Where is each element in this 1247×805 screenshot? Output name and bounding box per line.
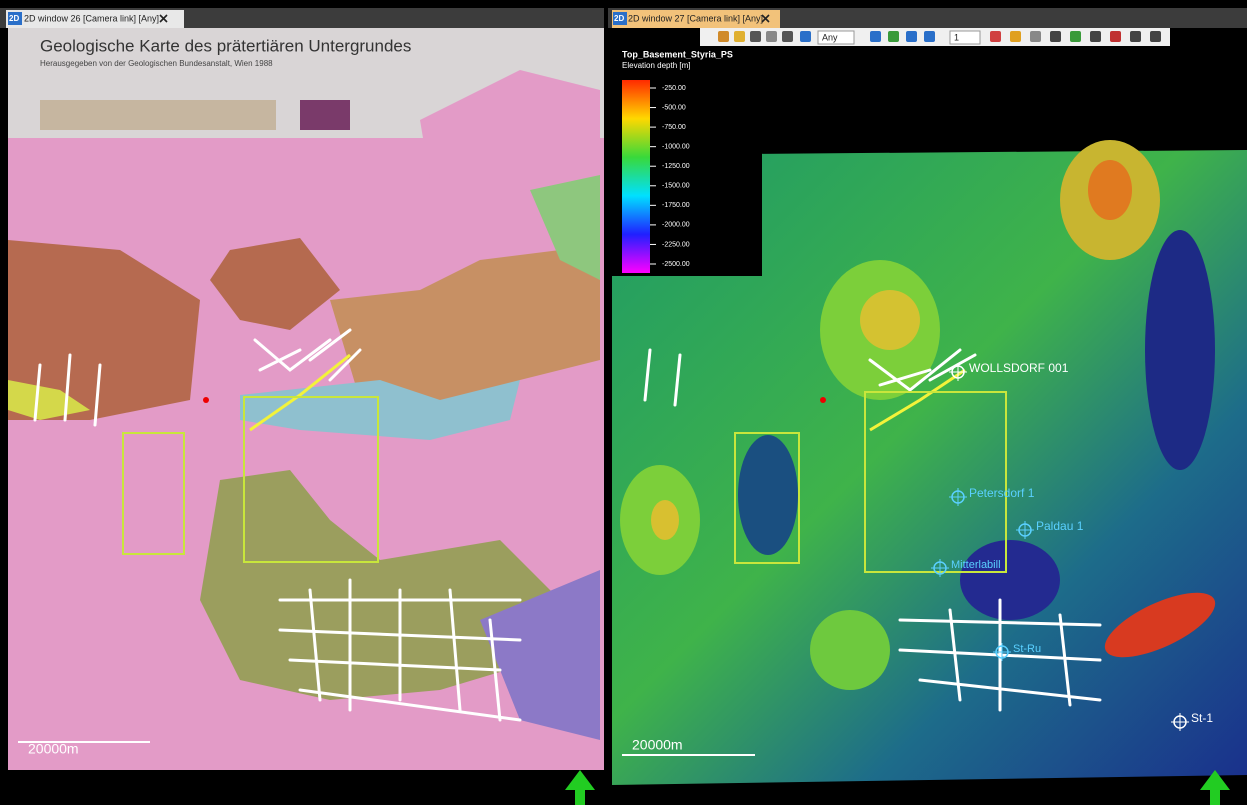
toolbar-icons	[718, 31, 1161, 42]
right-window: 2D 2D window 27 [Camera link] [Any] Any …	[608, 0, 1247, 805]
toolbar-button[interactable]	[1130, 31, 1141, 42]
well-cross	[949, 488, 967, 506]
toolbar-button[interactable]	[906, 31, 917, 42]
tab-close[interactable]	[761, 14, 770, 23]
legend-label: -2250.00	[662, 241, 690, 248]
toolbar-button[interactable]	[1050, 31, 1061, 42]
toolbar-button[interactable]	[800, 31, 811, 42]
toolbar-button[interactable]	[1070, 31, 1081, 42]
well-label[interactable]: Paldau 1	[1036, 519, 1084, 533]
toolbar-button[interactable]	[734, 31, 745, 42]
depth-blobs	[620, 140, 1216, 690]
toolbar-button[interactable]	[924, 31, 935, 42]
legend-label: -250.00	[662, 85, 686, 92]
marker	[820, 397, 826, 403]
tab[interactable]	[6, 10, 184, 28]
toolbar-button[interactable]	[870, 31, 881, 42]
toolbar-button[interactable]	[1110, 31, 1121, 42]
legend-title: Top_Basement_Styria_PS	[622, 49, 733, 59]
tab-title: 2D window 27 [Camera link] [Any]	[628, 13, 763, 23]
well-label[interactable]: St-1	[1191, 711, 1213, 725]
toolbar-button[interactable]	[1030, 31, 1041, 42]
well-cross	[1171, 713, 1189, 731]
fault-line	[249, 353, 351, 432]
filter-value: Any	[822, 32, 838, 42]
legend-label: -2500.00	[662, 261, 690, 268]
north-arrow	[1200, 770, 1230, 805]
toolbar-button[interactable]	[718, 31, 729, 42]
zoom-combo[interactable]	[949, 30, 981, 45]
legend-label: -2000.00	[662, 222, 690, 229]
toolbar-button[interactable]	[766, 31, 777, 42]
toolbar-button[interactable]	[1090, 31, 1101, 42]
tab-title: 2D window 26 [Camera link] [Any]	[24, 13, 159, 23]
tab-icon: 2D	[9, 14, 19, 23]
well-label[interactable]: Mitterlabill	[951, 559, 1001, 571]
zoom-value: 1	[954, 32, 959, 42]
tab[interactable]	[612, 10, 780, 28]
marker	[203, 397, 209, 403]
north-arrow	[565, 770, 595, 805]
scale-label: 20000m	[632, 737, 683, 753]
area-box	[734, 432, 800, 564]
white-lines	[643, 348, 1102, 712]
well-label[interactable]: St-Ru	[1013, 643, 1041, 655]
tab-icon: 2D	[614, 14, 624, 23]
legend-colorbar	[622, 80, 650, 273]
legend-label: -1750.00	[662, 202, 690, 209]
toolbar-button[interactable]	[1150, 31, 1161, 42]
well-cross	[949, 363, 967, 381]
legend-label: -750.00	[662, 124, 686, 131]
legend-label: -1000.00	[662, 144, 690, 151]
toolbar-button[interactable]	[990, 31, 1001, 42]
fault-line	[869, 368, 966, 432]
legend-labels: -250.00 -500.00 -750.00 -1000.00 -1250.00 -15…	[650, 85, 690, 268]
map-title: Geologische Karte des prätertiären Unter…	[40, 36, 411, 55]
well-label[interactable]: Petersdorf 1	[969, 486, 1035, 500]
area-box	[243, 396, 379, 563]
well-label[interactable]: WOLLSDORF 001	[969, 361, 1069, 375]
filter-combo[interactable]	[817, 30, 855, 45]
tab-icon-bg	[613, 12, 627, 25]
tab-close[interactable]	[159, 14, 168, 23]
toolbar-button[interactable]	[782, 31, 793, 42]
wells: WOLLSDORF 001 Petersdorf 1 Paldau 1 Mitterl…	[931, 361, 1213, 731]
geology-shapes	[8, 70, 600, 740]
legend-label: -1500.00	[662, 183, 690, 190]
well-cross	[993, 643, 1011, 661]
area-box	[122, 432, 185, 555]
tab-icon-bg	[8, 12, 22, 25]
legend-subtitle: Elevation depth [m]	[622, 61, 690, 70]
depth-map	[612, 150, 1247, 785]
well-cross	[931, 559, 949, 577]
legend-label: -1250.00	[662, 163, 690, 170]
legend-label: -500.00	[662, 104, 686, 111]
scale-label: 20000m	[28, 741, 79, 757]
map-subtitle: Herausgegeben von der Geologischen Bunde…	[40, 59, 273, 68]
white-lines	[33, 328, 522, 722]
toolbar-button[interactable]	[888, 31, 899, 42]
left-window: 2D 2D window 26 [Camera link] [Any] Geol…	[0, 0, 604, 805]
toolbar-button[interactable]	[1010, 31, 1021, 42]
well-cross	[1016, 521, 1034, 539]
toolbar-button[interactable]	[750, 31, 761, 42]
